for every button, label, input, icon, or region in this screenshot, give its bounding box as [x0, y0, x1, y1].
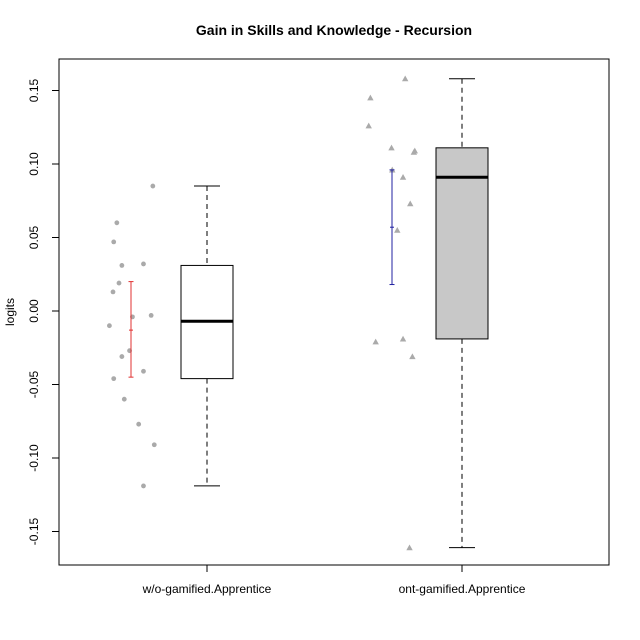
data-point [399, 174, 407, 180]
data-point [119, 263, 125, 268]
y-tick-label: -0.05 [27, 371, 41, 399]
jitter-points [107, 75, 418, 551]
box-1 [180, 185, 234, 487]
x-tick-label: ont-gamified.Apprentice [399, 582, 526, 596]
data-point [107, 323, 112, 329]
x-tick-label: w/o-gamified.Apprentice [142, 582, 272, 596]
chart-title: Gain in Skills and Knowledge - Recursion [196, 22, 472, 38]
data-point [372, 338, 379, 345]
data-point [407, 200, 414, 207]
y-tick-label: -0.15 [27, 518, 41, 546]
data-point [141, 368, 146, 374]
data-point [409, 353, 416, 360]
data-point [388, 144, 395, 151]
plot-frame [58, 58, 610, 566]
y-tick-label: 0.15 [27, 78, 41, 102]
x-axis: w/o-gamified.Apprentice ont-gamified.Appr… [142, 565, 526, 596]
data-point [151, 442, 157, 448]
data-point [121, 396, 127, 402]
y-axis-label: logits [3, 298, 17, 326]
y-tick-label: -0.10 [27, 444, 41, 472]
data-point [136, 421, 142, 427]
error-bar-2 [389, 169, 395, 286]
y-tick-label: 0.05 [27, 225, 41, 249]
box-2 [435, 78, 489, 549]
data-point [367, 94, 374, 101]
data-point [399, 335, 407, 342]
data-point [114, 220, 120, 226]
data-point [116, 280, 122, 286]
data-point [111, 376, 117, 382]
data-point [119, 354, 125, 359]
boxes [180, 78, 489, 549]
data-point [365, 122, 372, 129]
y-tick-label: 0.10 [27, 152, 41, 176]
error-bar-1 [128, 281, 134, 378]
data-point [111, 239, 117, 245]
data-point [148, 313, 154, 318]
data-point [110, 289, 116, 295]
data-point [150, 183, 156, 189]
data-point [141, 261, 146, 267]
y-tick-label: 0.00 [27, 299, 41, 323]
y-axis: -0.15 -0.10 -0.05 0.00 0.05 0.10 0.15 [27, 78, 60, 546]
data-point [410, 149, 418, 155]
error-bars [128, 169, 395, 378]
iqr-box [435, 147, 489, 340]
data-point [406, 544, 413, 551]
data-point [394, 226, 401, 233]
data-point [402, 75, 409, 82]
data-point [141, 483, 146, 489]
